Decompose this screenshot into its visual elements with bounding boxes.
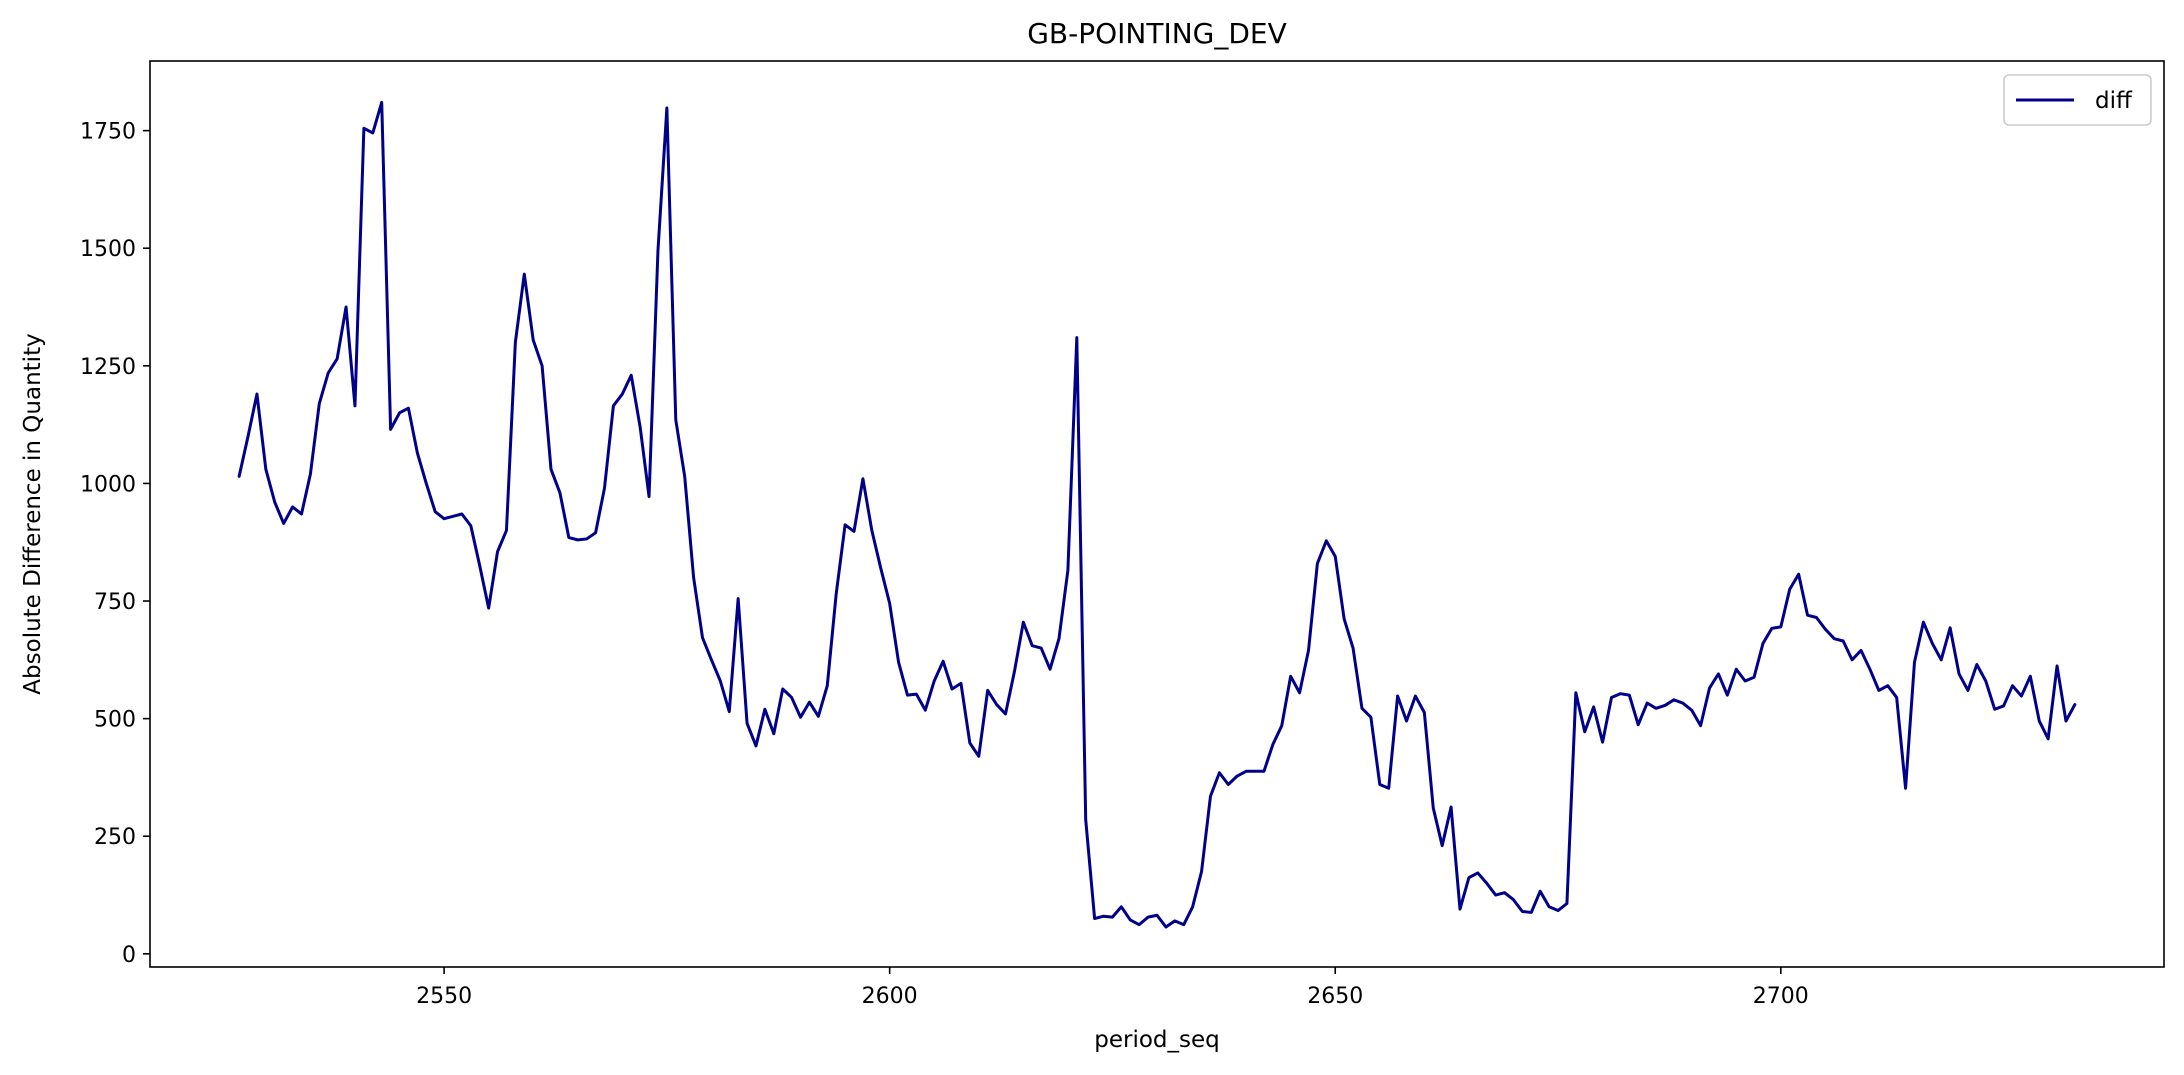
legend-label-diff: diff	[2095, 88, 2133, 114]
x-axis-title: period_seq	[1094, 1027, 1220, 1053]
x-tick-label: 2650	[1307, 984, 1363, 1009]
x-tick-label: 2600	[862, 984, 918, 1009]
y-tick-label: 1000	[80, 472, 136, 497]
x-tick-label: 2550	[416, 984, 472, 1009]
y-tick-label: 250	[94, 825, 136, 850]
y-tick-label: 1750	[80, 120, 136, 145]
legend: diff	[2003, 74, 2152, 126]
y-tick-label: 500	[94, 708, 136, 733]
legend-box	[2003, 74, 2152, 126]
y-axis-title: Absolute Difference in Quantity	[20, 333, 46, 694]
x-tick-label: 2700	[1753, 984, 1809, 1009]
y-tick-label: 1250	[80, 355, 136, 380]
chart-title: GB-POINTING_DEV	[1027, 17, 1287, 50]
y-tick-label: 750	[94, 590, 136, 615]
y-tick-label: 0	[122, 943, 136, 968]
x-axis-ticks: 2550 2600 2650 2700	[416, 967, 1809, 1009]
y-tick-label: 1500	[80, 237, 136, 262]
series-line-diff	[237, 100, 2077, 929]
plot-frame	[149, 60, 2165, 968]
y-axis-ticks: 0 250 500 750 1000 1250 1500 1750	[80, 120, 150, 968]
